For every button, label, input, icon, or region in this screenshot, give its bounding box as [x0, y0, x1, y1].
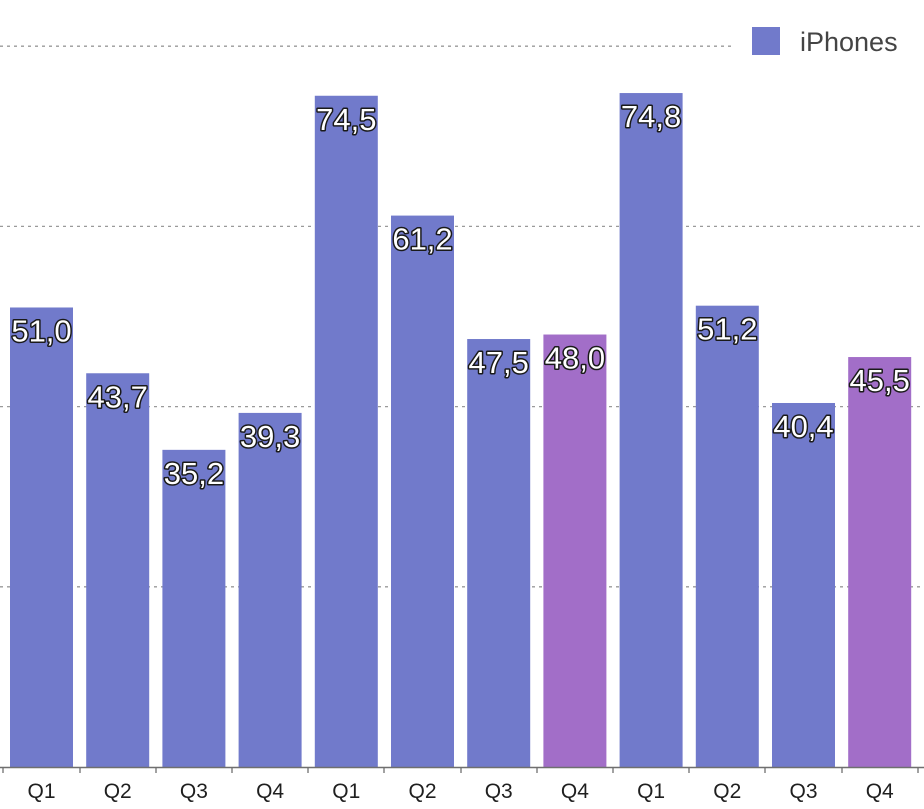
bar-value-label: 74,8	[621, 99, 681, 134]
x-tick-label: Q4	[866, 780, 894, 803]
bar-value-label: 51,2	[697, 312, 757, 347]
bar-value-label: 39,3	[240, 419, 300, 454]
legend: iPhones	[752, 27, 898, 57]
x-tick-label: Q2	[408, 780, 436, 803]
bar	[162, 449, 226, 767]
x-tick-label: Q3	[485, 780, 513, 803]
bar	[238, 412, 302, 767]
bar-value-label: 35,2	[164, 456, 224, 491]
bar-value-label: 47,5	[469, 345, 529, 380]
bar-value-label: 40,4	[773, 409, 833, 444]
value-labels: 51,0 43,7 35,2 39,3 74,5 61,2 47,5 48,0 74,8 51,2…	[10, 98, 912, 493]
bar-value-label: 43,7	[88, 379, 148, 414]
bar-value-label: 61,2	[392, 222, 452, 257]
x-tick-label: Q3	[789, 780, 817, 803]
x-tick-label: Q1	[332, 780, 360, 803]
x-tick-labels: Q1 Q2 Q3 Q4 Q1 Q2 Q3 Q4 Q1 Q2 Q3 Q4	[27, 780, 894, 803]
bar	[695, 305, 759, 767]
bar	[619, 93, 683, 767]
bar	[391, 215, 454, 767]
x-tick-label: Q3	[180, 780, 208, 803]
x-tick-label: Q2	[713, 780, 741, 803]
x-tick-label: Q4	[561, 780, 589, 803]
bar-value-label: 51,0	[11, 313, 71, 348]
bars	[10, 93, 912, 767]
x-axis	[0, 766, 924, 773]
legend-swatch	[752, 27, 780, 55]
bar	[86, 373, 150, 767]
x-tick-label: Q1	[637, 780, 665, 803]
x-tick-label: Q2	[104, 780, 132, 803]
bar	[467, 339, 531, 767]
bar	[848, 357, 912, 767]
bar-value-label: 74,5	[316, 102, 376, 137]
legend-label-iphones: iPhones	[800, 27, 898, 57]
bar	[314, 95, 378, 767]
x-tick-label: Q4	[256, 780, 284, 803]
bar-value-label: 48,0	[545, 341, 605, 376]
gridlines	[0, 45, 924, 588]
bar	[772, 402, 835, 767]
x-tick-label: Q1	[27, 780, 55, 803]
bar	[543, 334, 607, 767]
bar	[10, 307, 73, 767]
bar-value-label: 45,5	[850, 363, 910, 398]
